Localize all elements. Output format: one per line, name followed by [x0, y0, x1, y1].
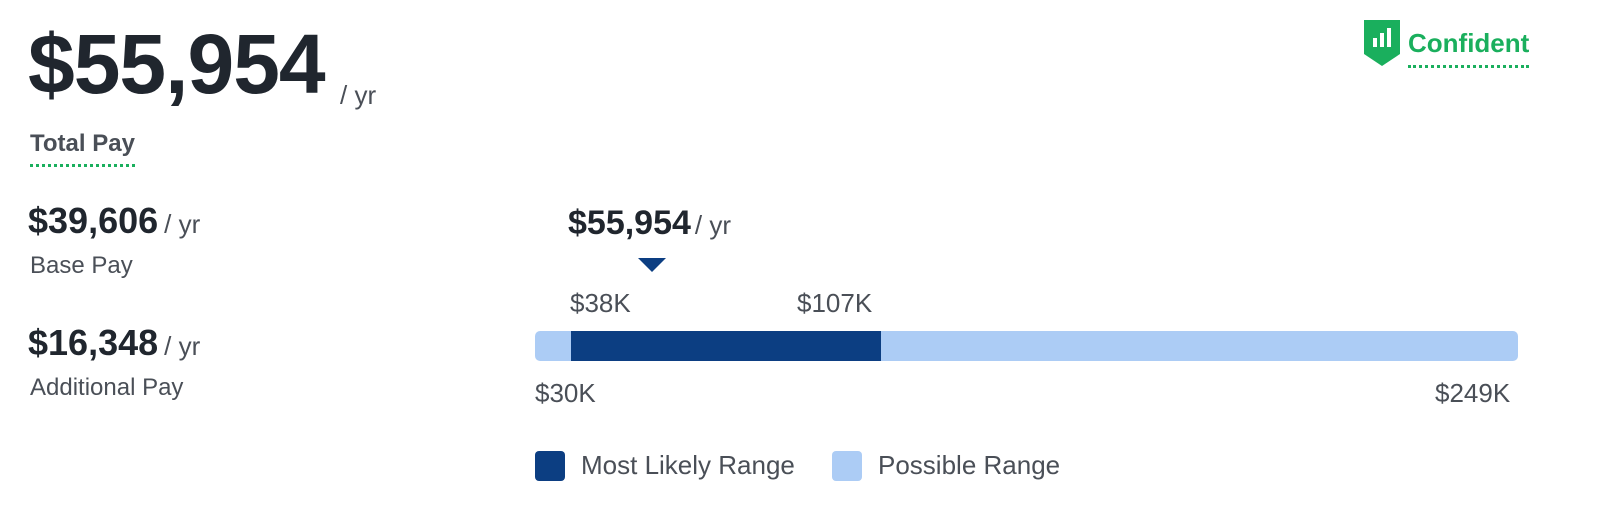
median-pay-amount: $55,954/ yr — [568, 204, 731, 243]
additional-pay-label: Additional Pay — [30, 374, 184, 401]
likely-high-label: $107K — [797, 288, 873, 318]
most-likely-range-bar — [570, 331, 881, 361]
legend-most-likely: Most Likely Range — [535, 450, 795, 481]
total-pay-amount: $55,954 — [28, 17, 326, 111]
additional-pay-row: $16,348/ yr Additional Pay — [28, 322, 201, 401]
bar-chart-shield-icon — [1364, 20, 1400, 66]
median-marker-icon — [638, 258, 666, 272]
most-likely-swatch — [535, 450, 565, 481]
base-pay-unit: / yr — [164, 209, 201, 239]
range-max-label: $249K — [1435, 378, 1511, 408]
median-pay-value: $55,954 — [568, 204, 691, 242]
possible-swatch — [832, 450, 862, 481]
possible-range-bar — [535, 331, 1518, 361]
legend-possible: Possible Range — [832, 450, 1060, 481]
most-likely-legend-label: Most Likely Range — [581, 450, 795, 480]
median-pay-unit: / yr — [694, 210, 732, 240]
base-pay-label: Base Pay — [30, 252, 133, 279]
possible-legend-label: Possible Range — [878, 450, 1061, 480]
confidence-badge[interactable]: Confident — [1364, 18, 1530, 68]
confidence-label: Confident — [1408, 28, 1530, 68]
range-min-label: $30K — [535, 378, 596, 408]
base-pay-row: $39,606/ yr Base Pay — [28, 200, 201, 279]
additional-pay-unit: / yr — [164, 331, 201, 361]
total-pay-label[interactable]: Total Pay — [30, 130, 135, 167]
base-pay-amount: $39,606 — [28, 200, 159, 241]
likely-low-label: $38K — [570, 288, 631, 318]
total-pay-unit: / yr — [340, 80, 377, 110]
additional-pay-amount: $16,348 — [28, 322, 159, 363]
